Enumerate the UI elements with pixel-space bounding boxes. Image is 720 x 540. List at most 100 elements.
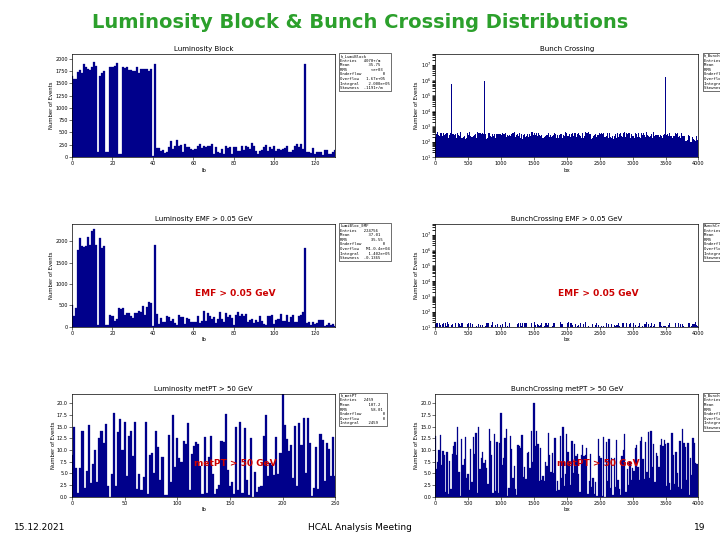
Bar (219, 153, 221, 157)
Bar (134, 71, 136, 157)
Bar (513, 465, 515, 497)
Bar (658, 467, 660, 497)
Bar (243, 150, 245, 157)
Bar (516, 495, 518, 497)
Bar (202, 146, 204, 157)
Bar (81, 246, 83, 327)
Bar (127, 70, 130, 157)
Bar (199, 466, 202, 497)
Bar (124, 68, 126, 157)
Bar (590, 454, 591, 497)
Bar (239, 422, 241, 497)
Bar (279, 454, 282, 497)
Bar (683, 443, 685, 497)
Bar (534, 446, 536, 497)
Bar (172, 319, 174, 327)
Bar (326, 150, 328, 157)
Bar (464, 458, 465, 497)
Bar (209, 146, 211, 157)
Bar (189, 319, 190, 327)
Bar (136, 313, 138, 327)
Bar (451, 454, 453, 497)
Bar (286, 146, 287, 157)
Bar (450, 489, 451, 497)
Bar (271, 465, 273, 497)
Bar (320, 152, 322, 157)
Bar (126, 66, 127, 157)
Bar (176, 438, 179, 497)
Bar (115, 63, 117, 157)
Bar (134, 313, 136, 327)
Bar (472, 482, 473, 497)
Bar (598, 440, 599, 497)
Bar (122, 308, 124, 327)
Bar (222, 153, 225, 157)
Bar (502, 465, 503, 497)
Bar (644, 480, 645, 497)
Bar (143, 477, 145, 497)
Bar (595, 482, 596, 497)
Bar (277, 474, 279, 497)
Bar (75, 468, 77, 497)
Bar (328, 154, 330, 157)
Bar (647, 472, 648, 497)
Bar (75, 308, 77, 327)
Bar (197, 444, 199, 497)
Bar (92, 464, 94, 497)
Bar (107, 325, 109, 327)
Bar (300, 445, 302, 497)
Bar (634, 448, 636, 497)
Bar (585, 455, 586, 497)
Bar (77, 249, 79, 327)
Bar (448, 494, 449, 497)
Bar (138, 312, 140, 327)
Bar (144, 315, 146, 327)
Bar (558, 490, 559, 497)
Bar (132, 318, 134, 327)
Bar (504, 438, 505, 497)
Text: HCAL Analysis Meeting: HCAL Analysis Meeting (308, 523, 412, 532)
Bar (73, 428, 75, 497)
Text: h_BunchCrossing_metPT
Entries   2459
Mean        1579
RMS          814
Underflow: h_BunchCrossing_metPT Entries 2459 Mean … (703, 394, 720, 430)
Bar (152, 156, 154, 157)
Bar (264, 324, 266, 327)
Bar (263, 436, 265, 497)
Bar (507, 496, 508, 497)
Bar (179, 315, 180, 327)
Bar (225, 414, 227, 497)
Y-axis label: Number of Events: Number of Events (49, 252, 54, 299)
Bar (81, 431, 84, 497)
Bar (105, 152, 107, 157)
Bar (211, 144, 212, 157)
Bar (202, 310, 204, 327)
Bar (494, 434, 495, 497)
Bar (586, 448, 588, 497)
Bar (219, 312, 221, 327)
Bar (613, 458, 615, 497)
Bar (264, 147, 266, 157)
Bar (287, 152, 289, 157)
Bar (300, 144, 302, 157)
Bar (459, 496, 461, 497)
Bar (467, 474, 469, 497)
Bar (284, 147, 286, 157)
Bar (457, 427, 458, 497)
Bar (138, 73, 140, 157)
Bar (156, 314, 158, 327)
Text: h_BunchCrossing
Entries   2383776
Mean        1704
RMS          925.4
Underflow : h_BunchCrossing Entries 2383776 Mean 170… (703, 54, 720, 90)
Bar (540, 448, 541, 497)
Bar (276, 151, 277, 157)
Bar (170, 482, 172, 497)
Bar (109, 315, 112, 327)
Bar (255, 320, 257, 327)
Bar (192, 322, 194, 327)
Bar (443, 451, 444, 497)
Bar (186, 319, 189, 327)
Bar (199, 144, 201, 157)
Bar (435, 436, 436, 497)
Bar (318, 320, 320, 327)
Bar (665, 444, 666, 497)
Bar (508, 488, 510, 497)
Bar (296, 487, 298, 497)
Bar (168, 147, 170, 157)
